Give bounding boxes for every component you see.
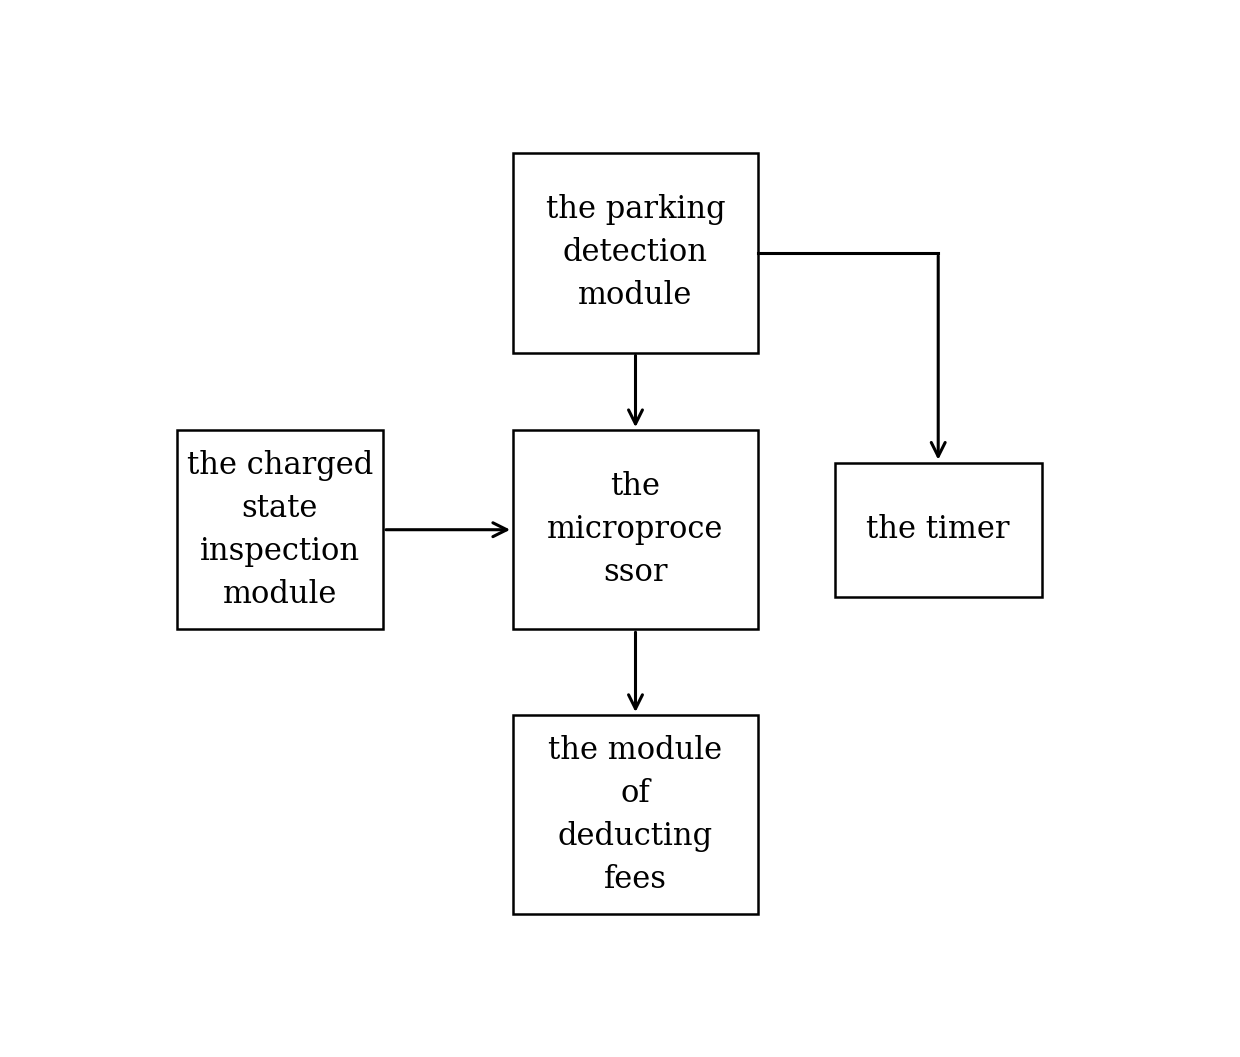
Bar xyxy=(835,463,1042,597)
Text: the timer: the timer xyxy=(867,514,1009,545)
Bar xyxy=(513,430,758,629)
Text: the charged
state
inspection
module: the charged state inspection module xyxy=(187,449,373,610)
Bar xyxy=(176,430,383,629)
Text: the module
of
deducting
fees: the module of deducting fees xyxy=(548,735,723,894)
Text: the parking
detection
module: the parking detection module xyxy=(546,194,725,312)
Bar xyxy=(513,153,758,353)
Bar xyxy=(513,715,758,914)
Text: the
microproce
ssor: the microproce ssor xyxy=(547,471,724,588)
